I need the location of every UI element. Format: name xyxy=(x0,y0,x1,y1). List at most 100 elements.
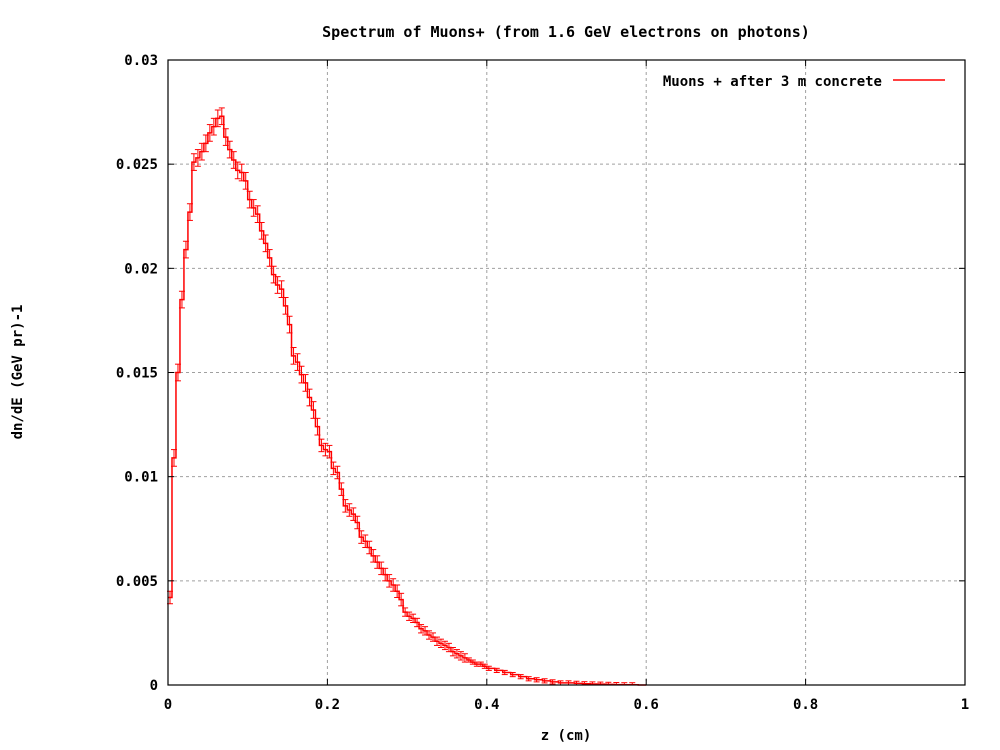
error-bar xyxy=(350,507,357,521)
error-bar xyxy=(318,438,325,453)
error-bar xyxy=(394,584,401,598)
error-bar xyxy=(270,265,277,284)
series-line xyxy=(168,115,647,686)
y-tick-label: 0.02 xyxy=(124,261,158,277)
error-bar xyxy=(469,659,476,665)
error-bar xyxy=(194,149,201,167)
error-bar xyxy=(178,290,185,309)
x-tick-label: 0.4 xyxy=(474,697,499,713)
error-bar xyxy=(170,449,177,467)
error-bar xyxy=(370,549,377,563)
y-tick-label: 0.01 xyxy=(124,470,158,486)
error-bar xyxy=(426,630,433,640)
error-bar xyxy=(418,624,425,634)
y-tick-label: 0 xyxy=(150,678,158,694)
error-bar xyxy=(549,679,556,685)
error-bar xyxy=(238,163,245,182)
error-bar xyxy=(294,353,301,371)
y-tick-label: 0.025 xyxy=(116,157,158,173)
x-tick-label: 1 xyxy=(961,697,969,713)
x-tick-label: 0.8 xyxy=(793,697,818,713)
error-bar xyxy=(346,503,353,517)
error-bar xyxy=(226,140,233,159)
error-bar xyxy=(517,674,524,680)
error-bar xyxy=(402,607,409,617)
error-bar xyxy=(246,190,253,209)
grid-layer xyxy=(168,60,965,685)
series-layer xyxy=(167,107,647,686)
error-bar xyxy=(334,465,341,480)
error-bar xyxy=(210,117,217,136)
error-bar xyxy=(314,417,321,436)
error-bar xyxy=(445,642,452,653)
error-bar xyxy=(541,678,548,684)
error-bar xyxy=(202,134,209,153)
error-bar xyxy=(477,661,484,667)
error-bar xyxy=(290,347,297,365)
legend: Muons + after 3 m concrete xyxy=(663,74,945,90)
error-bar xyxy=(441,640,448,651)
error-bar xyxy=(186,203,193,221)
error-bar xyxy=(214,109,221,128)
error-bar xyxy=(414,617,421,628)
error-bar xyxy=(433,636,440,646)
x-tick-label: 0.2 xyxy=(315,697,340,713)
error-bar xyxy=(190,153,197,171)
error-bar xyxy=(338,482,345,496)
error-bar xyxy=(262,234,269,253)
x-axis-label: z (cm) xyxy=(541,728,592,744)
error-bar xyxy=(354,515,361,530)
error-bar xyxy=(258,222,265,240)
error-bar xyxy=(182,240,189,259)
error-bar xyxy=(449,647,456,657)
error-bar xyxy=(390,578,397,592)
error-bar xyxy=(410,613,417,623)
error-bar xyxy=(485,665,492,671)
error-bar xyxy=(358,530,365,544)
error-bar xyxy=(230,151,237,169)
error-bar xyxy=(374,555,381,569)
error-bar xyxy=(481,663,488,669)
error-bar xyxy=(422,626,429,636)
error-bar xyxy=(366,540,373,555)
error-bar xyxy=(322,442,329,457)
error-bar xyxy=(250,199,257,217)
error-bar xyxy=(525,676,532,682)
error-bar xyxy=(298,365,305,384)
error-bar xyxy=(330,461,337,476)
y-axis-label: dn/dE (GeV pr)-1 xyxy=(10,305,26,440)
error-bar xyxy=(174,363,181,382)
error-bar xyxy=(286,315,293,334)
error-bar xyxy=(437,638,444,648)
error-bar xyxy=(382,567,389,582)
error-bar xyxy=(302,374,309,392)
error-bar xyxy=(282,297,289,315)
error-bar xyxy=(306,388,313,407)
error-bar xyxy=(198,142,205,161)
error-bar xyxy=(362,534,369,548)
legend-label: Muons + after 3 m concrete xyxy=(663,74,882,90)
error-bar xyxy=(378,561,385,576)
error-bar xyxy=(533,677,540,683)
error-bar xyxy=(242,172,249,190)
error-bar xyxy=(218,107,225,126)
error-bar xyxy=(453,649,460,659)
error-bar xyxy=(406,611,413,621)
error-bar xyxy=(501,669,508,676)
error-bar xyxy=(457,651,464,661)
error-bar xyxy=(509,672,516,678)
error-bar xyxy=(398,592,405,607)
tick-layer: 0 0.2 0.4 0.6 0.8 1 0 0.005 0.01 0.015 0.02 0.025 0.… xyxy=(116,53,969,713)
y-tick-label: 0.005 xyxy=(116,574,158,590)
error-bar xyxy=(274,276,281,294)
x-tick-label: 0.6 xyxy=(634,697,659,713)
error-bar xyxy=(465,657,472,663)
error-bar xyxy=(206,124,213,142)
error-bar xyxy=(222,128,229,146)
error-bar xyxy=(493,667,500,673)
error-bar xyxy=(342,499,349,513)
error-bar xyxy=(234,161,241,180)
error-bar xyxy=(326,444,333,459)
